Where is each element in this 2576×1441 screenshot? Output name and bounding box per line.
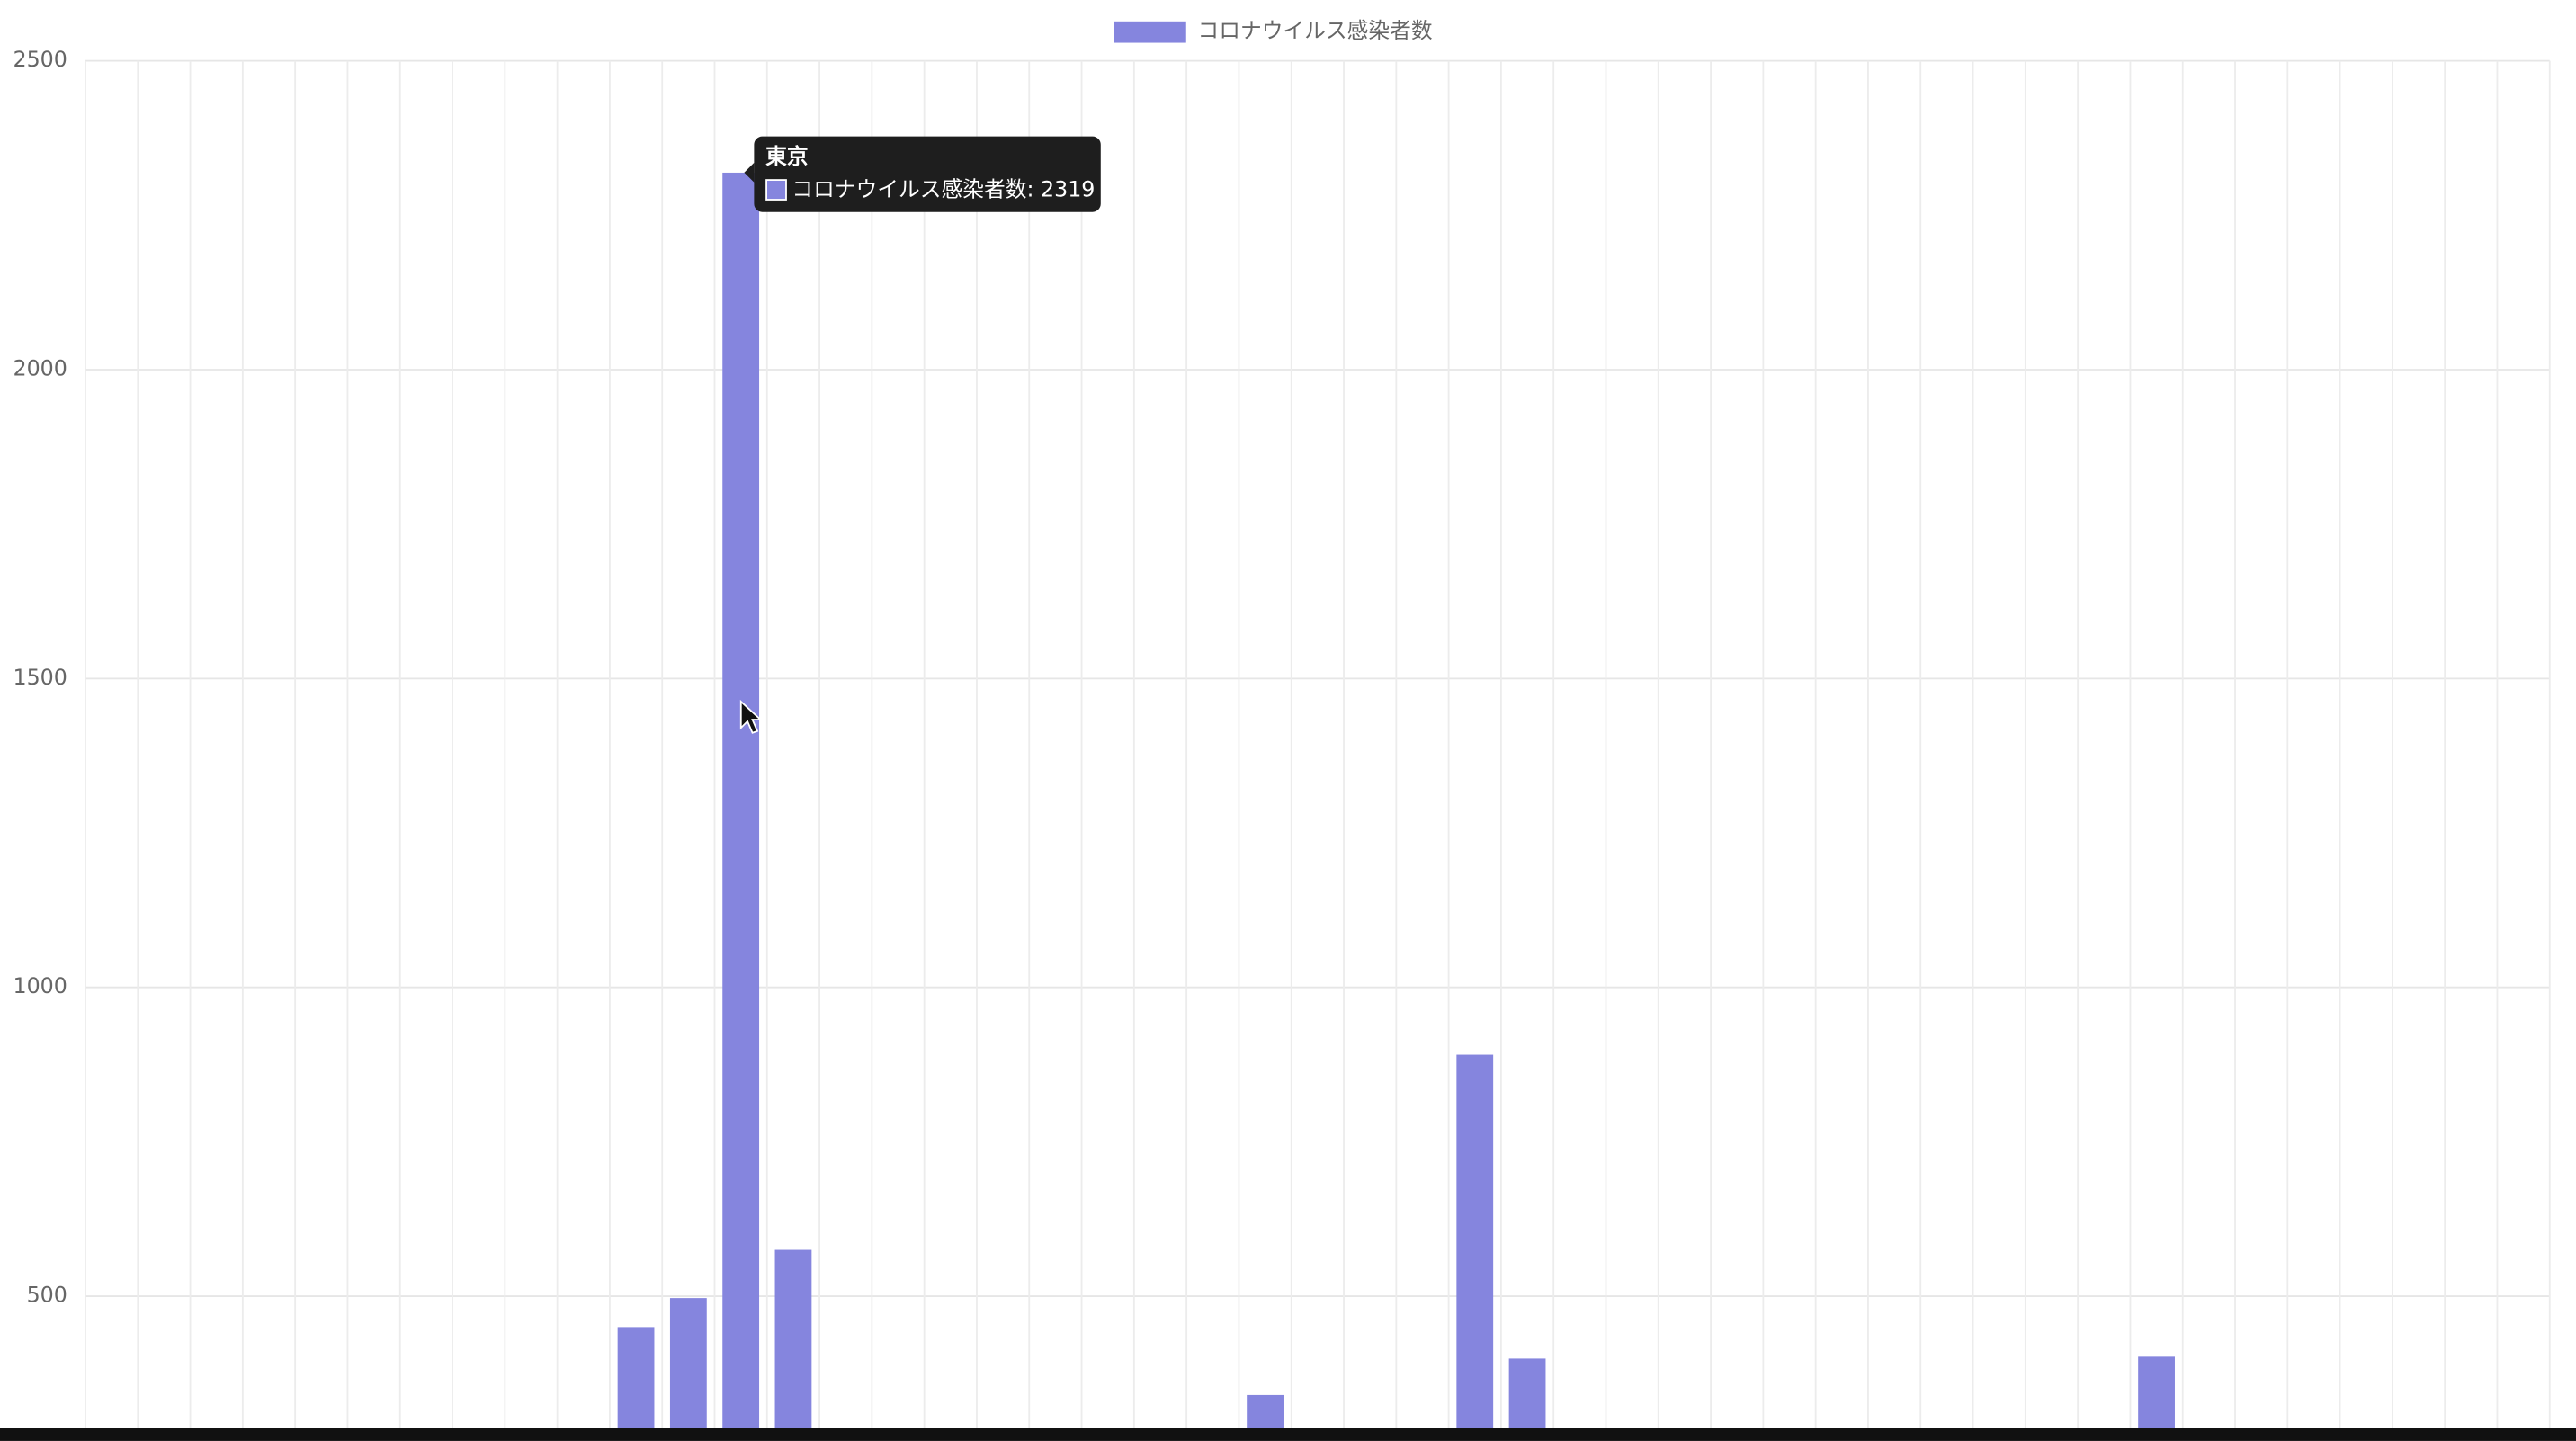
- legend-swatch: [1114, 21, 1186, 43]
- tooltip-box: [754, 136, 1101, 212]
- y-tick-label: 1500: [13, 665, 67, 690]
- bar: [722, 172, 760, 1428]
- bar: [2138, 1356, 2175, 1428]
- bar: [1456, 1054, 1494, 1428]
- tooltip: 東京 コロナウイルス感染者数: 2319: [744, 136, 1101, 212]
- tooltip-title: 東京: [765, 144, 808, 169]
- y-tick-label: 2000: [13, 355, 67, 380]
- y-tick-label: 1000: [13, 973, 67, 998]
- tooltip-caret: [744, 162, 755, 183]
- cursor: [739, 699, 764, 734]
- legend[interactable]: コロナウイルス感染者数: [1114, 18, 1433, 43]
- bar: [1247, 1394, 1284, 1428]
- legend-label[interactable]: コロナウイルス感染者数: [1198, 18, 1433, 43]
- bar: [669, 1298, 707, 1428]
- tooltip-text: コロナウイルス感染者数: 2319: [792, 176, 1095, 201]
- bar: [1508, 1358, 1546, 1428]
- bars: [617, 172, 2175, 1428]
- bar: [617, 1327, 655, 1428]
- y-tick-label: 500: [27, 1283, 67, 1308]
- tooltip-swatch: [765, 179, 787, 201]
- bottom-edge: [0, 1428, 2576, 1441]
- bar: [774, 1249, 812, 1428]
- grid: 500 1000 1500 2000 2500: [13, 47, 2551, 1428]
- y-tick-label: 2500: [13, 47, 67, 72]
